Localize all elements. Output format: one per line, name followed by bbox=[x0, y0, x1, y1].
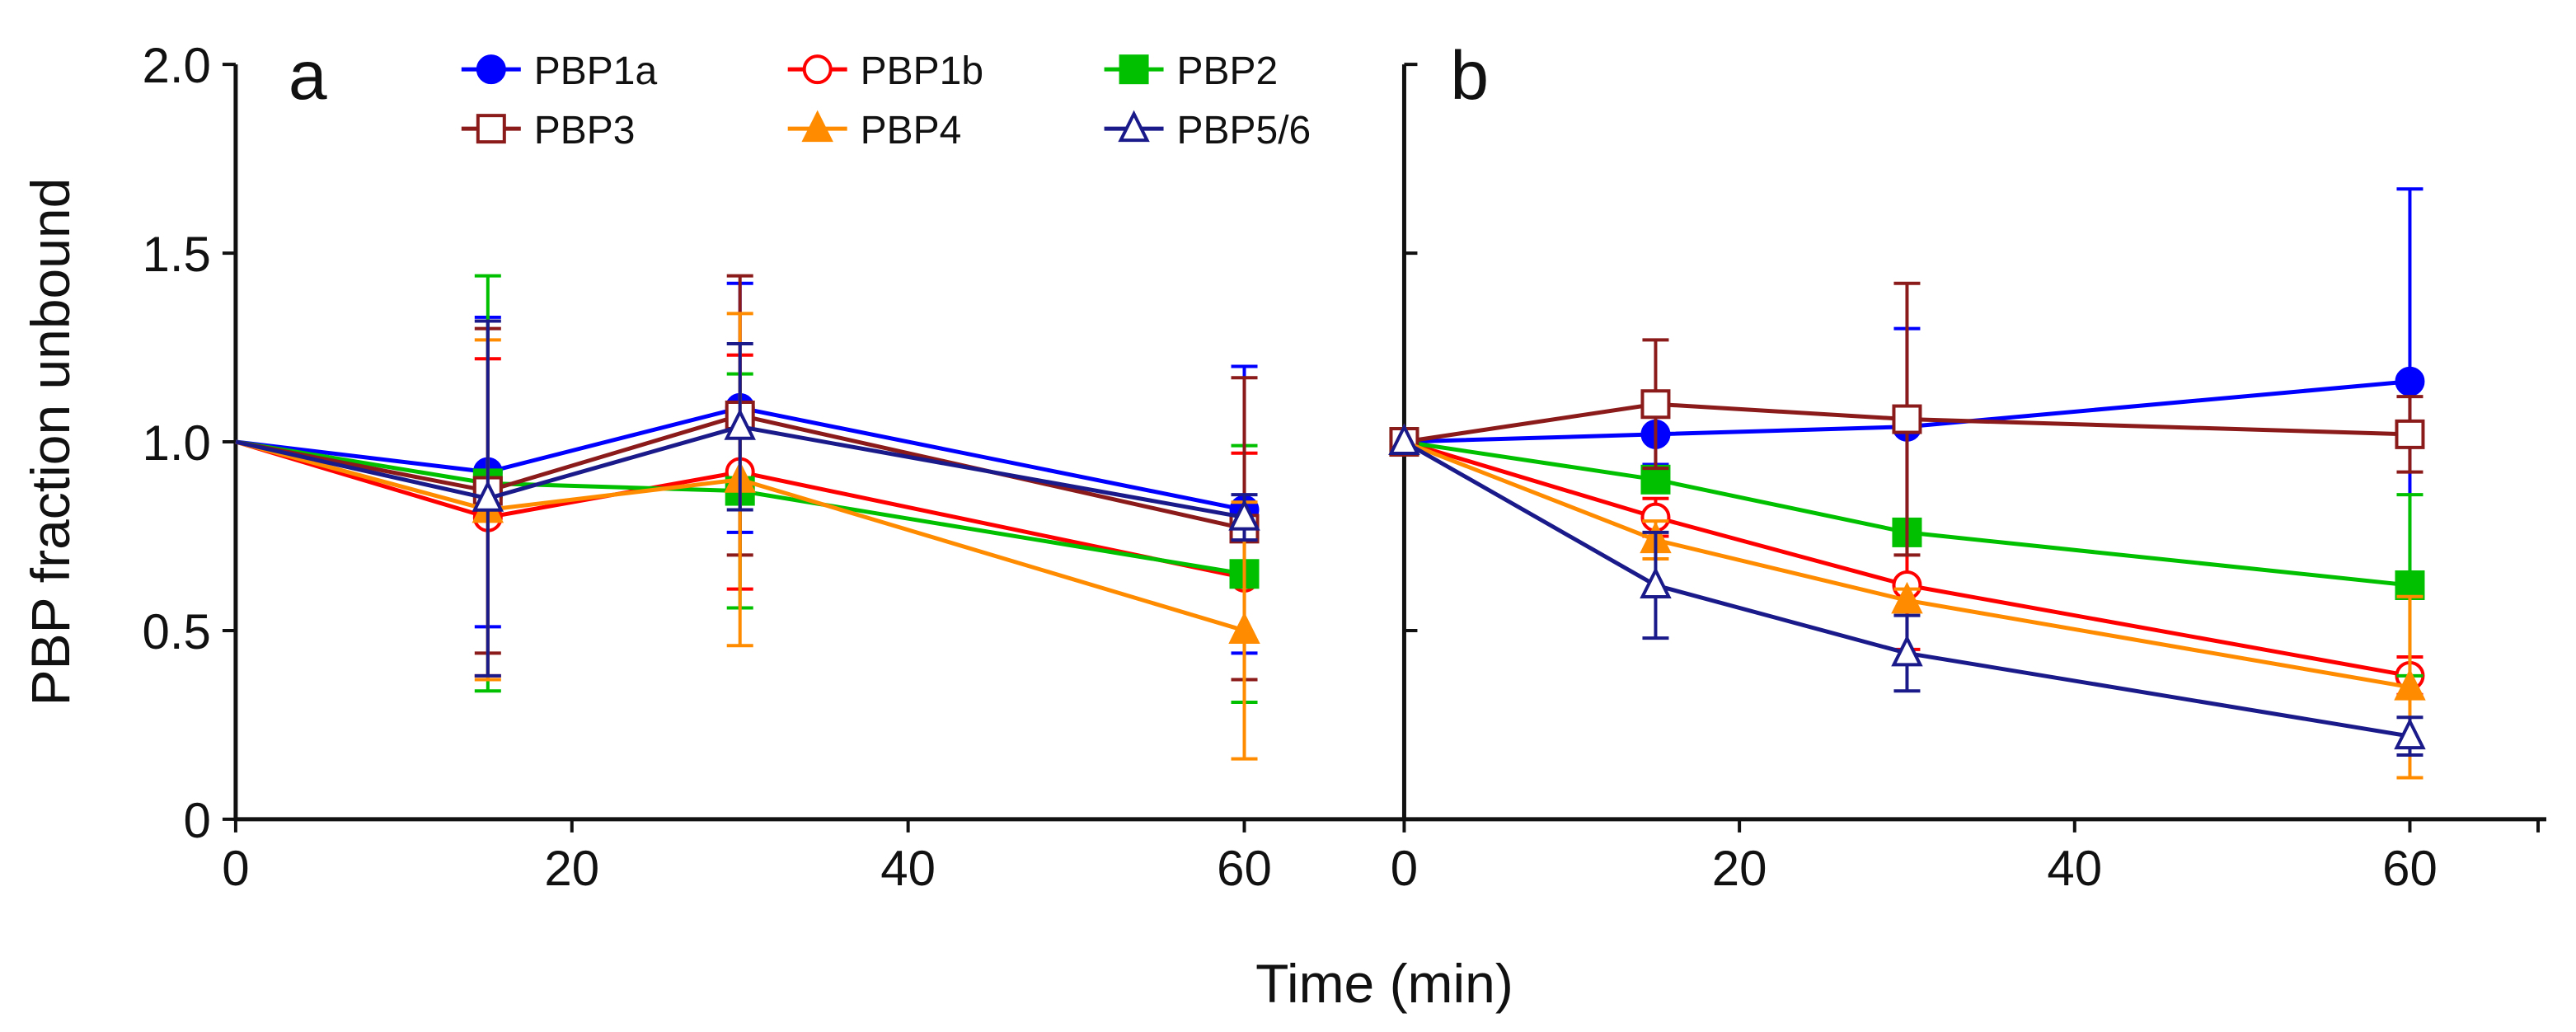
data-marks bbox=[235, 187, 2426, 780]
x-tick-label: 60 bbox=[2382, 841, 2438, 896]
x-tick-label: 40 bbox=[880, 841, 936, 896]
point-pbp1a bbox=[2395, 366, 2425, 396]
x-tick-label: 60 bbox=[1217, 841, 1272, 896]
line-pbp3 bbox=[1404, 401, 2410, 444]
legend-label-pbp5-6: PBP5/6 bbox=[1177, 109, 1311, 152]
point-pbp5-6 bbox=[1891, 634, 1923, 667]
line-pbp2 bbox=[1404, 439, 2410, 588]
series-pbp5-6-panel-a bbox=[235, 319, 1260, 678]
legend: PBP1a PBP1b PBP2 PBP3 PBP4 PBP5/6 bbox=[461, 49, 1311, 152]
point-pbp5-6 bbox=[1640, 566, 1672, 599]
series-pbp4-panel-a bbox=[235, 312, 1260, 761]
legend-item-pbp3: PBP3 bbox=[461, 109, 636, 152]
legend-marker-pbp1b bbox=[802, 54, 833, 85]
point-pbp3 bbox=[1892, 404, 1922, 434]
x-tick-label: 40 bbox=[2047, 841, 2102, 896]
axes: 0 0.5 1.0 1.5 2.0 0 20 40 60 0 20 40 60 bbox=[143, 38, 2547, 896]
point-pbp4 bbox=[1891, 581, 1923, 614]
x-tick-label: 20 bbox=[1712, 841, 1767, 896]
y-tick-label: 0.5 bbox=[143, 604, 211, 659]
legend-marker-pbp3 bbox=[476, 114, 506, 144]
point-pbp3 bbox=[1640, 389, 1671, 420]
legend-label-pbp2: PBP2 bbox=[1177, 49, 1279, 93]
point-pbp5-6 bbox=[2394, 717, 2426, 750]
point-pbp2 bbox=[2395, 570, 2425, 601]
line-pbp1b bbox=[1403, 439, 2410, 678]
line-pbp5-6 bbox=[1403, 439, 2410, 739]
legend-marker-pbp2 bbox=[1119, 54, 1149, 85]
point-pbp5-6 bbox=[724, 408, 756, 440]
point-pbp4 bbox=[2394, 668, 2426, 701]
line-pbp5-6 bbox=[235, 425, 1245, 520]
point-pbp2 bbox=[1640, 464, 1671, 495]
y-tick-label: 0 bbox=[184, 793, 211, 848]
point-pbp5-6 bbox=[472, 480, 504, 512]
legend-label-pbp1b: PBP1b bbox=[861, 49, 983, 93]
legend-label-pbp1a: PBP1a bbox=[534, 49, 658, 93]
legend-marker-pbp1a bbox=[476, 54, 506, 85]
series-pbp3-panel-b bbox=[1389, 281, 2425, 557]
y-axis-title: PBP fraction unbound bbox=[20, 178, 81, 706]
line-pbp1a bbox=[1404, 379, 2410, 444]
line-pbp2 bbox=[235, 439, 1245, 576]
point-pbp4 bbox=[1228, 612, 1260, 644]
legend-item-pbp5-6: PBP5/6 bbox=[1104, 109, 1311, 152]
line-pbp4 bbox=[1403, 439, 2410, 690]
x-tick-label: 20 bbox=[544, 841, 599, 896]
y-tick-label: 1.5 bbox=[143, 227, 211, 282]
panel-label-a: a bbox=[289, 36, 327, 114]
panel-label-b: b bbox=[1450, 36, 1489, 114]
series-pbp5-6-panel-b bbox=[1388, 423, 2426, 758]
legend-marker-pbp4 bbox=[801, 110, 833, 143]
x-tick-label: 0 bbox=[222, 841, 249, 896]
legend-item-pbp4: PBP4 bbox=[787, 109, 962, 152]
legend-label-pbp3: PBP3 bbox=[534, 109, 636, 152]
x-axis-title: Time (min) bbox=[1255, 953, 1513, 1014]
legend-item-pbp1b: PBP1b bbox=[787, 49, 983, 93]
line-pbp4 bbox=[235, 439, 1246, 633]
line-pbp1a bbox=[235, 406, 1246, 512]
y-tick-label: 2.0 bbox=[143, 38, 211, 93]
point-pbp5-6 bbox=[1388, 423, 1420, 456]
legend-item-pbp2: PBP2 bbox=[1104, 49, 1279, 93]
legend-marker-pbp5-6 bbox=[1118, 110, 1150, 143]
legend-label-pbp4: PBP4 bbox=[861, 109, 962, 152]
y-tick-label: 1.0 bbox=[143, 415, 211, 471]
x-tick-label: 0 bbox=[1391, 841, 1418, 896]
legend-item-pbp1a: PBP1a bbox=[461, 49, 658, 93]
point-pbp3 bbox=[2395, 419, 2425, 449]
point-pbp5-6 bbox=[1228, 499, 1260, 531]
